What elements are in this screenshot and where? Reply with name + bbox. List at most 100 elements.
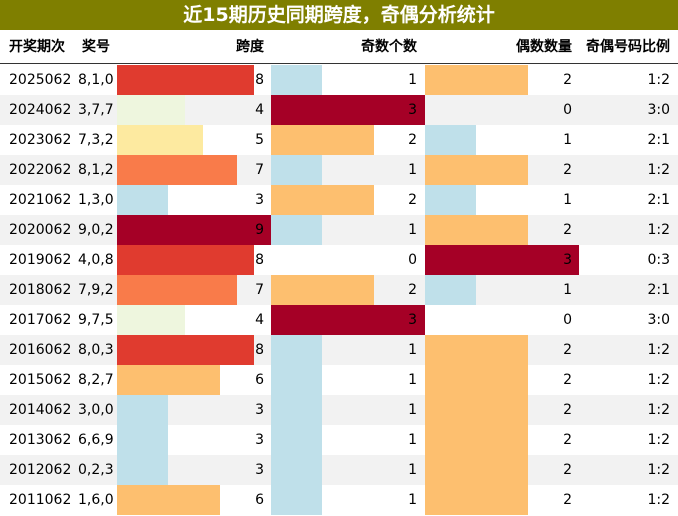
numbers-cell: 7,9,2	[78, 282, 114, 298]
table-header: 开奖期次 奖号 跨度 奇数个数 偶数数量 奇偶号码比例	[0, 30, 678, 64]
ratio-value: 1:2	[647, 372, 670, 388]
table-row: 2015062 8,2,7 6 1 2 1:2	[0, 365, 678, 395]
ratio-value: 1:2	[647, 222, 670, 238]
numbers-cell: 8,0,3	[78, 342, 114, 358]
even-bar	[425, 125, 477, 155]
even-value: 2	[563, 342, 572, 358]
ratio-value: 1:2	[647, 492, 670, 508]
odd-value: 2	[408, 132, 417, 148]
even-value: 2	[563, 72, 572, 88]
period-cell: 2018062	[9, 282, 72, 298]
odd-bar	[271, 485, 323, 515]
header-divider	[0, 63, 678, 64]
ratio-value: 3:0	[647, 102, 670, 118]
even-value: 2	[563, 462, 572, 478]
numbers-cell: 8,1,0	[78, 72, 114, 88]
ratio-value: 1:2	[647, 342, 670, 358]
ratio-value: 2:1	[647, 132, 670, 148]
even-value: 3	[563, 252, 572, 268]
ratio-value: 1:2	[647, 72, 670, 88]
table-row: 2025062 8,1,0 8 1 2 1:2	[0, 65, 678, 95]
odd-value: 1	[408, 162, 417, 178]
even-value: 2	[563, 402, 572, 418]
span-value: 4	[255, 102, 264, 118]
table-row: 2020062 9,0,2 9 1 2 1:2	[0, 215, 678, 245]
span-value: 3	[255, 462, 264, 478]
span-value: 3	[255, 432, 264, 448]
even-value: 1	[563, 282, 572, 298]
numbers-cell: 6,6,9	[78, 432, 114, 448]
period-cell: 2013062	[9, 432, 72, 448]
numbers-cell: 8,1,2	[78, 162, 114, 178]
even-bar	[425, 215, 528, 245]
numbers-cell: 4,0,8	[78, 252, 114, 268]
even-bar	[425, 425, 528, 455]
span-value: 6	[255, 372, 264, 388]
numbers-cell: 3,0,0	[78, 402, 114, 418]
span-bar	[117, 485, 220, 515]
odd-bar	[271, 185, 374, 215]
even-bar	[425, 245, 579, 275]
span-bar	[117, 155, 237, 185]
table-row: 2017062 9,7,5 4 3 0 3:0	[0, 305, 678, 335]
even-value: 0	[563, 102, 572, 118]
ratio-value: 1:2	[647, 402, 670, 418]
ratio-value: 2:1	[647, 192, 670, 208]
even-bar	[425, 335, 528, 365]
span-bar	[117, 395, 169, 425]
span-bar	[117, 425, 169, 455]
odd-value: 1	[408, 402, 417, 418]
ratio-value: 1:2	[647, 162, 670, 178]
span-bar	[117, 215, 271, 245]
table-row: 2023062 7,3,2 5 2 1 2:1	[0, 125, 678, 155]
even-bar	[425, 275, 477, 305]
span-bar	[117, 305, 186, 335]
even-value: 1	[563, 132, 572, 148]
ratio-value: 1:2	[647, 432, 670, 448]
period-cell: 2012062	[9, 462, 72, 478]
chart-title: 近15期历史同期跨度，奇偶分析统计	[0, 0, 678, 30]
even-bar	[425, 65, 528, 95]
table-row: 2016062 8,0,3 8 1 2 1:2	[0, 335, 678, 365]
numbers-cell: 1,6,0	[78, 492, 114, 508]
period-cell: 2015062	[9, 372, 72, 388]
even-bar	[425, 485, 528, 515]
ratio-value: 1:2	[647, 462, 670, 478]
odd-bar	[271, 215, 323, 245]
table-row: 2021062 1,3,0 3 2 1 2:1	[0, 185, 678, 215]
odd-bar	[271, 455, 323, 485]
span-value: 9	[255, 222, 264, 238]
period-cell: 2014062	[9, 402, 72, 418]
table-row: 2018062 7,9,2 7 2 1 2:1	[0, 275, 678, 305]
numbers-cell: 3,7,7	[78, 102, 114, 118]
table-row: 2014062 3,0,0 3 1 2 1:2	[0, 395, 678, 425]
numbers-cell: 1,3,0	[78, 192, 114, 208]
span-bar	[117, 365, 220, 395]
period-cell: 2021062	[9, 192, 72, 208]
even-value: 2	[563, 372, 572, 388]
odd-bar	[271, 95, 425, 125]
period-cell: 2022062	[9, 162, 72, 178]
odd-bar	[271, 155, 323, 185]
header-odd: 奇数个数	[361, 39, 417, 55]
span-bar	[117, 65, 254, 95]
span-bar	[117, 455, 169, 485]
odd-value: 1	[408, 462, 417, 478]
odd-value: 1	[408, 432, 417, 448]
numbers-cell: 0,2,3	[78, 462, 114, 478]
odd-bar	[271, 275, 374, 305]
period-cell: 2020062	[9, 222, 72, 238]
period-cell: 2023062	[9, 132, 72, 148]
even-value: 2	[563, 162, 572, 178]
odd-bar	[271, 395, 323, 425]
span-bar	[117, 245, 254, 275]
table-row: 2012062 0,2,3 3 1 2 1:2	[0, 455, 678, 485]
odd-bar	[271, 425, 323, 455]
even-bar	[425, 395, 528, 425]
span-value: 8	[255, 252, 264, 268]
period-cell: 2019062	[9, 252, 72, 268]
even-value: 1	[563, 192, 572, 208]
odd-bar	[271, 65, 323, 95]
span-value: 3	[255, 402, 264, 418]
